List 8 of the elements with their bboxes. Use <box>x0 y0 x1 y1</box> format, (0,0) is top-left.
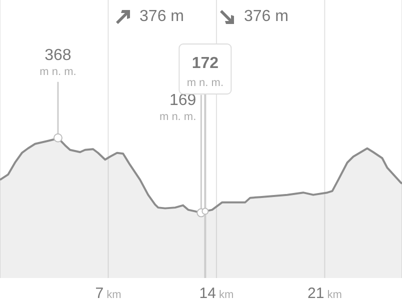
x-tick-label: 14 km <box>199 285 234 302</box>
x-tick-label: 7 km <box>95 285 122 302</box>
annotation: 169 m n. m. <box>159 92 196 123</box>
annotation: 368 m n. m. <box>40 46 76 78</box>
text: 376 m <box>140 8 184 26</box>
annotation: 172 m n. m. <box>186 55 224 89</box>
text: 376 m <box>244 8 288 26</box>
x-tick-label: 21 km <box>308 285 342 302</box>
